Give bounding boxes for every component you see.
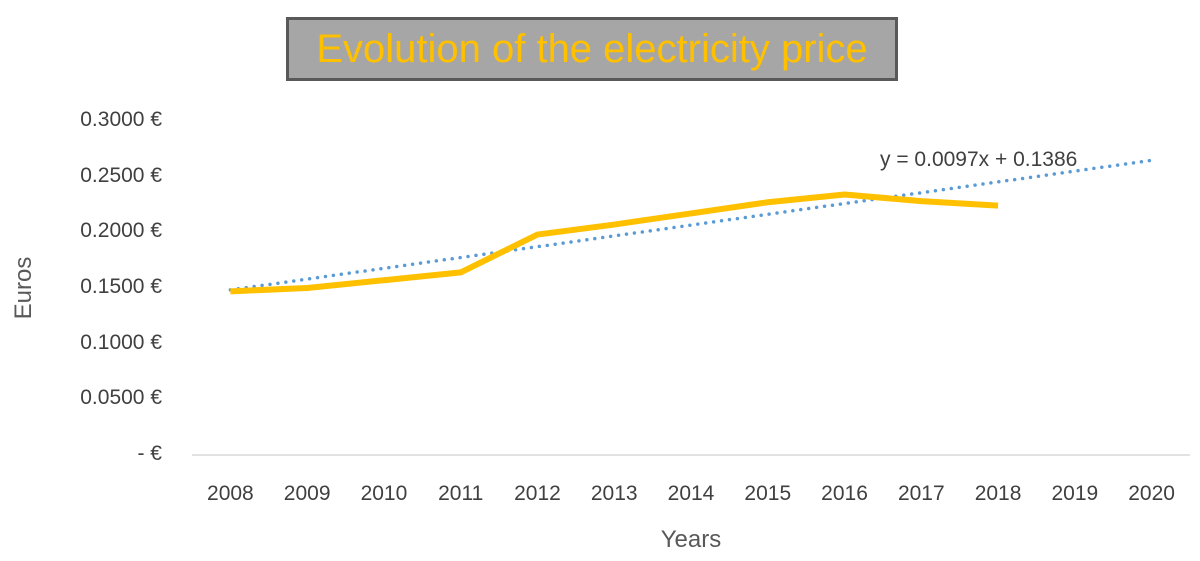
data-point [458, 269, 464, 275]
data-point [995, 203, 1001, 209]
chart-title-box: Evolution of the electricity price [286, 17, 898, 81]
series-layer [227, 191, 1001, 295]
data-point [688, 210, 694, 216]
x-axis-label: Years [660, 526, 722, 553]
data-point [381, 277, 387, 283]
x-tick-label: 2010 [360, 482, 408, 505]
y-tick-label: 0.2500 € [80, 163, 162, 187]
x-tick-label: 2009 [283, 482, 331, 505]
trendline [228, 158, 1154, 292]
y-tick-label: - € [137, 442, 162, 465]
y-tick-label: 0.2000 € [80, 219, 162, 243]
x-tick-label: 2019 [1051, 482, 1099, 505]
x-tick-label: 2018 [974, 482, 1022, 505]
data-point [765, 199, 771, 205]
y-tick-label: 0.1000 € [80, 330, 162, 354]
data-point [534, 232, 540, 238]
x-tick-label: 2008 [207, 482, 254, 505]
y-tick-label: 0.1500 € [80, 275, 162, 298]
y-tick-label: 0.3000 € [80, 108, 162, 131]
y-axis-label: Euros [10, 256, 37, 320]
data-point [918, 198, 924, 204]
x-tick-label: 2016 [821, 482, 868, 505]
data-point [227, 288, 233, 294]
x-tick-label: 2014 [667, 482, 715, 505]
chart-title: Evolution of the electricity price [316, 27, 868, 71]
trendline-layer [228, 158, 1154, 292]
data-point [304, 285, 310, 291]
x-tick-label: 2011 [438, 482, 484, 505]
x-tick-label: 2013 [590, 482, 638, 505]
y-tick-label: 0.0500 € [80, 386, 162, 410]
series-line [230, 191, 999, 295]
data-point [842, 191, 848, 197]
x-tick-label: 2020 [1128, 482, 1175, 505]
data-point [611, 222, 617, 228]
trendline-equation: y = 0.0097x + 0.1386 [880, 148, 1078, 171]
x-tick-label: 2017 [897, 482, 945, 505]
x-tick-label: 2015 [744, 482, 792, 505]
x-tick-label: 2012 [514, 482, 561, 505]
